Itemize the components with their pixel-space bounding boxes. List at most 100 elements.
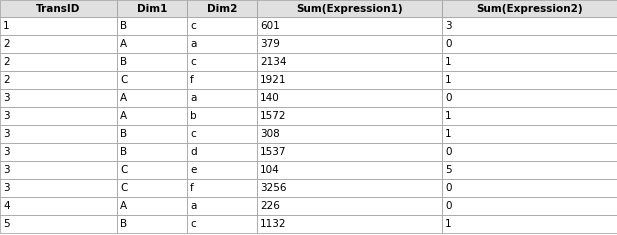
Text: 2: 2: [3, 75, 10, 85]
Text: 1: 1: [445, 129, 452, 139]
Bar: [257, 35, 442, 53]
Text: 3: 3: [3, 111, 10, 121]
Text: 1572: 1572: [260, 111, 286, 121]
Bar: [442, 197, 617, 215]
Text: 3: 3: [3, 147, 10, 157]
Text: 0: 0: [445, 201, 452, 211]
Bar: [442, 35, 617, 53]
Bar: [442, 17, 617, 35]
Text: f: f: [190, 75, 194, 85]
Bar: [187, 197, 257, 215]
Bar: [257, 161, 442, 179]
Bar: [0, 53, 117, 71]
Bar: [0, 161, 117, 179]
Bar: [187, 17, 257, 35]
Text: d: d: [190, 147, 197, 157]
Bar: [0, 107, 117, 125]
Text: 0: 0: [445, 147, 452, 157]
Text: 3: 3: [3, 183, 10, 193]
Bar: [117, 179, 187, 197]
Bar: [187, 107, 257, 125]
Text: 1921: 1921: [260, 75, 286, 85]
Bar: [442, 71, 617, 89]
Text: c: c: [190, 129, 196, 139]
Text: A: A: [120, 93, 127, 103]
Bar: [0, 143, 117, 161]
Text: f: f: [190, 183, 194, 193]
Text: Sum(Expression1): Sum(Expression1): [296, 4, 403, 13]
Bar: [257, 107, 442, 125]
Text: 601: 601: [260, 21, 280, 31]
Bar: [0, 0, 117, 17]
Bar: [0, 71, 117, 89]
Bar: [257, 143, 442, 161]
Bar: [187, 71, 257, 89]
Text: 1: 1: [445, 57, 452, 67]
Bar: [442, 125, 617, 143]
Bar: [0, 179, 117, 197]
Bar: [117, 197, 187, 215]
Bar: [187, 0, 257, 17]
Text: 3256: 3256: [260, 183, 286, 193]
Bar: [0, 215, 117, 233]
Bar: [442, 161, 617, 179]
Text: 4: 4: [3, 201, 10, 211]
Bar: [117, 161, 187, 179]
Bar: [257, 71, 442, 89]
Text: A: A: [120, 201, 127, 211]
Text: 0: 0: [445, 183, 452, 193]
Bar: [0, 89, 117, 107]
Bar: [442, 53, 617, 71]
Bar: [442, 215, 617, 233]
Bar: [187, 143, 257, 161]
Bar: [257, 125, 442, 143]
Text: 1537: 1537: [260, 147, 286, 157]
Text: 3: 3: [3, 129, 10, 139]
Text: b: b: [190, 111, 197, 121]
Text: 0: 0: [445, 39, 452, 49]
Text: B: B: [120, 129, 127, 139]
Text: 2: 2: [3, 39, 10, 49]
Bar: [187, 89, 257, 107]
Bar: [117, 71, 187, 89]
Text: 3: 3: [445, 21, 452, 31]
Bar: [0, 35, 117, 53]
Text: c: c: [190, 219, 196, 229]
Text: A: A: [120, 111, 127, 121]
Text: c: c: [190, 21, 196, 31]
Bar: [257, 89, 442, 107]
Bar: [187, 161, 257, 179]
Text: e: e: [190, 165, 196, 175]
Bar: [117, 143, 187, 161]
Text: 5: 5: [3, 219, 10, 229]
Bar: [442, 89, 617, 107]
Bar: [442, 179, 617, 197]
Bar: [442, 143, 617, 161]
Text: a: a: [190, 201, 196, 211]
Text: c: c: [190, 57, 196, 67]
Text: 1132: 1132: [260, 219, 286, 229]
Text: B: B: [120, 21, 127, 31]
Text: 2: 2: [3, 57, 10, 67]
Bar: [0, 17, 117, 35]
Text: C: C: [120, 165, 127, 175]
Text: 104: 104: [260, 165, 280, 175]
Text: Dim2: Dim2: [207, 4, 237, 13]
Text: a: a: [190, 93, 196, 103]
Bar: [117, 0, 187, 17]
Bar: [257, 215, 442, 233]
Bar: [257, 179, 442, 197]
Text: Dim1: Dim1: [137, 4, 167, 13]
Bar: [187, 35, 257, 53]
Bar: [257, 53, 442, 71]
Text: 0: 0: [445, 93, 452, 103]
Text: 308: 308: [260, 129, 280, 139]
Bar: [117, 89, 187, 107]
Bar: [187, 179, 257, 197]
Text: A: A: [120, 39, 127, 49]
Text: 2134: 2134: [260, 57, 286, 67]
Bar: [0, 197, 117, 215]
Bar: [117, 125, 187, 143]
Text: 226: 226: [260, 201, 280, 211]
Bar: [187, 215, 257, 233]
